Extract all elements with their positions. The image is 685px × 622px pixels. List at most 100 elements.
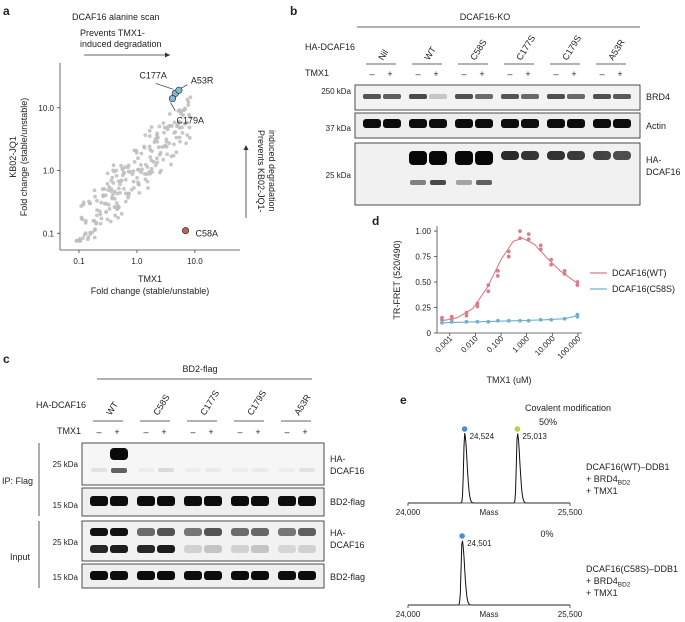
panel-a-point [140,167,144,172]
panel-c-minus: – [190,427,195,437]
panel-a-ylabel-line1: KB02-JQ1 [8,136,18,178]
panel-a-point [169,162,173,167]
blot-c-input-ha [81,520,325,562]
spectrum2-label-line1: DCAF16(C58S)–DDB1 [586,564,678,574]
band-c-ip-ha-faint [91,468,107,472]
annotation-right-line1: Prevents KB02-JQ1- [256,130,266,213]
panel-a-point [184,141,189,146]
panel-a-point [118,182,122,187]
panel-a-point [148,155,153,159]
panel-b-minus: – [599,69,604,79]
band-c-input-bd2 [90,571,108,580]
panel-d-point-c58s [464,319,469,324]
spectrum-peak-label: 24,524 [470,432,495,441]
panel-a-label-c177a: C177A [139,70,167,80]
panel-c-minus: – [237,427,242,437]
panel-a-point [112,205,117,209]
panel-a-ticks: 0.1 1.0 10.0 0.1 1.0 10.0 [38,104,203,266]
panel-a-point [114,201,119,205]
legend-label-c58s: DCAF16(C58S) [612,284,675,294]
panel-a-xtick-label: 1.0 [131,257,143,266]
panel-d-point-c58s [495,318,500,323]
band-c-input-bd2 [204,571,222,580]
panel-a-point [174,150,179,155]
panel-b-marker-250: 250 kDa [321,87,351,96]
band-b-actin [593,119,611,128]
band-c-input-ha [110,528,128,536]
band-c-ip-bd2 [231,496,249,506]
panel-c-lane-c58s: C58S [151,393,171,417]
panel-d-point-c58s [538,317,543,322]
band-c-input-ha-lower [278,545,296,553]
panel-a-point [111,163,116,168]
band-c-input-ha [157,528,175,536]
panel-a-point [85,237,90,242]
band-c-ip-ha-faint [299,468,315,472]
band-b-dcaf16 [475,151,493,165]
panel-c-letter: c [3,352,10,366]
blot-c-label-bd2-1: BD2-flag [330,497,365,507]
panel-a-point [97,209,102,213]
band-b-dcaf16 [409,151,427,165]
annotation-right-line2: induced degradation [267,130,277,212]
panel-b-lane-c58s: C58S [468,38,488,62]
panel-e-title: Covalent modification [525,403,611,413]
panel-b-treat-label: TMX1 [305,68,329,78]
band-c-ip-bd2 [204,496,222,506]
panel-c-group-label: BD2-flag [182,364,217,374]
panel-a-point [105,171,110,176]
panel-a-point [177,125,182,130]
panel-e: e Covalent modification 50% 0% 24,000 25,… [396,393,678,619]
band-c-ip-bd2 [278,496,296,506]
panel-d-ytick-label: 0.75 [415,253,431,262]
spectrum-tick-label: 24,000 [396,508,421,517]
panel-a-point [95,213,99,218]
band-c-input-ha-lower [251,545,269,553]
panel-d-point-wt [526,232,531,237]
panel-c-plus: + [302,427,307,437]
band-b-dcaf16 [547,151,565,160]
band-c-input-ha-lower [157,545,175,553]
blot-c-label-bd2-2: BD2-flag [330,572,365,582]
band-b-brd4 [521,94,539,99]
panel-a-point [119,163,123,168]
panel-a-point [119,211,124,216]
panel-b-marker-25: 25 kDa [326,171,352,180]
panel-a-point [143,177,148,182]
panel-a-point [111,168,116,173]
spectrum-tick-label: 25,500 [558,610,583,619]
panel-c-minus: – [96,427,101,437]
panel-a-point [99,216,104,221]
panel-a-point [79,204,84,208]
band-b-actin [455,119,473,128]
band-b-actin [475,119,493,128]
panel-d-point-wt [518,236,522,241]
band-b-dcaf16 [455,151,473,165]
panel-a-point [186,103,191,108]
panel-a-leader-c179a [170,102,176,111]
panel-d-point-wt [575,283,580,288]
spectrum1-percent: 50% [539,417,557,427]
band-c-input-bd2 [298,571,316,580]
band-b-brd4 [429,94,447,99]
band-b-brd4 [501,94,519,99]
panel-a-point [147,134,152,138]
panel-a-point [132,148,137,153]
panel-a-point [149,166,154,171]
legend-label-wt: DCAF16(WT) [612,268,667,278]
panel-d-xlabel: TMX1 (uM) [487,375,532,385]
band-b-actin [613,119,631,128]
panel-d-point-wt [562,268,567,273]
panel-b-plus: + [433,69,438,79]
panel-d-xtick-label: 0.010 [459,334,480,355]
spectrum-tick-label: 24,000 [396,610,421,619]
panel-d-point-wt [495,268,500,273]
panel-d-point-wt [575,280,580,284]
panel-d-point-wt [562,271,567,276]
band-c-input-ha-lower [298,545,316,553]
panel-a-point [161,121,166,125]
band-c-ip-ha-faint [232,468,248,472]
panel-e-spectra: 24,000 25,500 Mass 24,524 25,013 24,000 25,500… [396,426,583,619]
panel-a-point [115,206,120,211]
band-c-ip-bd2 [137,496,155,506]
